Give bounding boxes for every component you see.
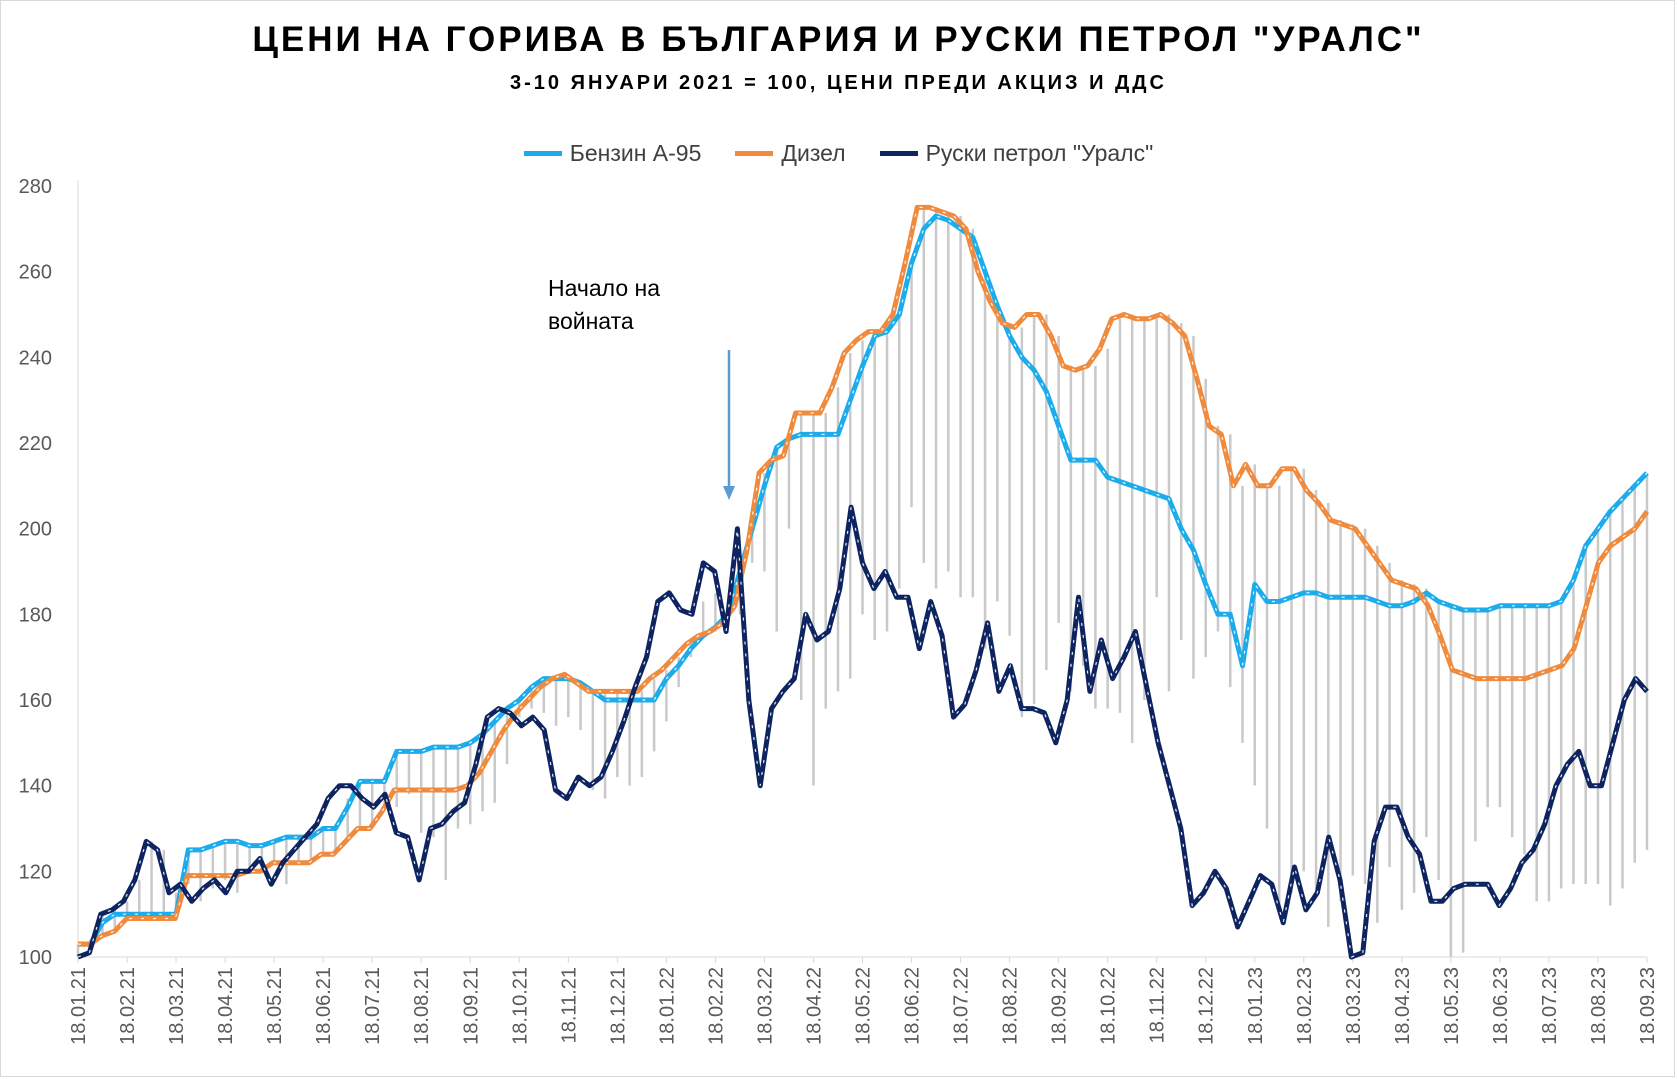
war-start-annotation: Начало на войната <box>548 275 661 334</box>
x-tick-label: 18.02.23 <box>1294 967 1316 1045</box>
series-line <box>77 504 1649 960</box>
x-tick-label: 18.12.21 <box>607 967 629 1045</box>
legend-label-petrol: Бензин А-95 <box>569 140 702 166</box>
series-line <box>78 204 1650 947</box>
legend-swatch-urals <box>879 151 918 156</box>
x-tick-label: 18.07.21 <box>362 967 384 1045</box>
x-tick-label: 18.01.21 <box>68 967 90 1045</box>
legend-swatch-petrol <box>523 151 562 156</box>
x-tick-label: 18.03.23 <box>1343 967 1365 1045</box>
x-tick-label: 18.07.23 <box>1539 967 1561 1045</box>
x-tick-label: 18.07.22 <box>951 967 973 1045</box>
legend-item-urals: Руски петрол "Уралс" <box>879 140 1154 167</box>
legend-swatch-diesel <box>735 151 774 156</box>
x-tick-label: 18.06.22 <box>902 967 924 1045</box>
x-tick-label: 18.06.21 <box>313 967 335 1045</box>
x-tick-label: 18.08.21 <box>411 967 433 1045</box>
x-tick-label: 18.11.21 <box>558 967 580 1043</box>
x-tick-label: 18.10.21 <box>509 967 531 1045</box>
x-tick-label: 18.09.23 <box>1637 967 1659 1045</box>
x-tick-label: 18.05.21 <box>264 967 286 1045</box>
x-tick-label: 18.02.21 <box>117 967 139 1045</box>
y-tick-label: 140 <box>19 776 52 798</box>
y-tick-label: 180 <box>19 604 52 626</box>
x-tick-label: 18.12.22 <box>1196 967 1218 1045</box>
x-tick-label: 18.03.22 <box>754 967 776 1045</box>
y-tick-label: 260 <box>19 262 52 284</box>
y-tick-label: 100 <box>19 947 52 969</box>
x-tick-label: 18.09.22 <box>1049 967 1071 1045</box>
chart-subtitle: 3-10 ЯНУАРИ 2021 = 100, ЦЕНИ ПРЕДИ АКЦИЗ… <box>510 72 1167 94</box>
x-tick-label: 18.11.22 <box>1147 967 1169 1043</box>
annotation-arrowhead <box>723 486 735 500</box>
x-tick-label: 18.06.23 <box>1490 967 1512 1045</box>
x-tick-label: 18.01.22 <box>656 967 678 1045</box>
x-tick-label: 18.05.22 <box>853 967 875 1045</box>
x-tick-label: 18.04.23 <box>1392 967 1414 1045</box>
x-tick-label: 18.01.23 <box>1245 967 1267 1045</box>
series-line <box>78 213 1649 947</box>
x-tick-label: 18.08.23 <box>1588 967 1610 1045</box>
x-tick-label: 18.05.23 <box>1441 967 1463 1045</box>
x-tick-label: 18.02.22 <box>705 967 727 1045</box>
y-tick-label: 220 <box>19 433 52 455</box>
legend-item-petrol: Бензин А-95 <box>523 140 702 167</box>
x-tick-label: 18.04.21 <box>215 967 237 1045</box>
legend: Бензин А-95 Дизел Руски петрол "Уралс" <box>0 140 1677 167</box>
x-tick-label: 18.10.22 <box>1098 967 1120 1045</box>
legend-label-urals: Руски петрол "Уралс" <box>925 140 1154 166</box>
y-tick-label: 200 <box>19 519 52 541</box>
chart-title: ЦЕНИ НА ГОРИВА В БЪЛГАРИЯ И РУСКИ ПЕТРОЛ… <box>252 20 1425 59</box>
y-tick-label: 280 <box>19 176 52 198</box>
legend-label-diesel: Дизел <box>781 140 846 166</box>
x-tick-label: 18.08.22 <box>1000 967 1022 1045</box>
legend-item-diesel: Дизел <box>735 140 846 167</box>
x-tick-label: 18.04.22 <box>803 967 825 1045</box>
y-tick-label: 240 <box>19 347 52 369</box>
y-tick-label: 160 <box>19 690 52 712</box>
x-tick-label: 18.03.21 <box>166 967 188 1045</box>
x-tick-label: 18.09.21 <box>460 967 482 1045</box>
y-tick-label: 120 <box>19 861 52 883</box>
